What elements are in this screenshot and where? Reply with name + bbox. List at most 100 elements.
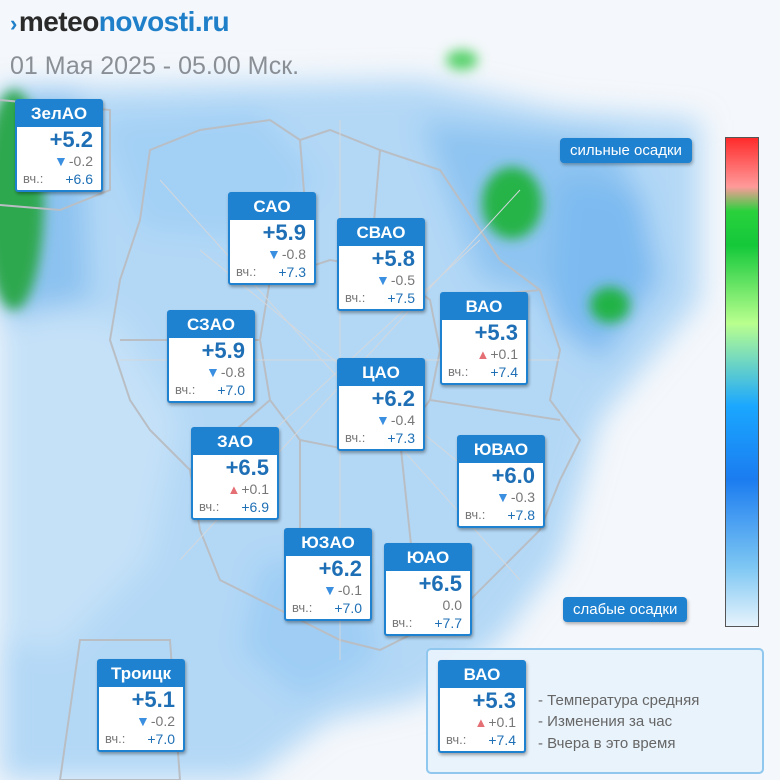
temperature-value: +5.3 — [474, 320, 518, 345]
triangle-down-icon: ▼ — [496, 489, 510, 505]
legend-line-temp: - Температура средняя — [538, 692, 700, 709]
yesterday-label: вч.: — [23, 171, 44, 186]
yesterday-row: вч.: +7.3 — [230, 263, 314, 283]
district-name: ЮАО — [386, 545, 470, 571]
district-name: ЗелАО — [17, 101, 101, 127]
hourly-change: ▼-0.4 — [339, 411, 423, 429]
temperature-value: +6.5 — [225, 455, 269, 480]
hourly-change: ▼-0.8 — [169, 363, 253, 381]
yesterday-label: вч.: — [345, 290, 366, 305]
logo-mark-icon: › — [10, 11, 17, 36]
change-value: -0.4 — [390, 412, 415, 428]
triangle-down-icon: ▼ — [54, 153, 68, 169]
yesterday-value: +7.0 — [334, 600, 362, 616]
district-card: САО +5.9 ▼-0.8 вч.: +7.3 — [228, 192, 316, 285]
district-card: СВАО +5.8 ▼-0.5 вч.: +7.5 — [337, 218, 425, 311]
temperature-value: +5.9 — [201, 338, 245, 363]
temperature-value: +6.2 — [318, 556, 362, 581]
yesterday-row: вч.: +6.9 — [193, 498, 277, 518]
scale-bottom-label: слабые осадки — [563, 597, 688, 622]
temperature-value: +6.2 — [371, 386, 415, 411]
triangle-down-icon: ▼ — [206, 364, 220, 380]
change-value: -0.8 — [220, 364, 245, 380]
district-name: САО — [230, 194, 314, 220]
district-name: ЮЗАО — [286, 530, 370, 556]
district-card: ВАО +5.3 ▲+0.1 вч.: +7.4 — [440, 292, 528, 385]
yesterday-row: вч.: +7.8 — [459, 506, 543, 526]
district-name: ВАО — [440, 662, 524, 688]
district-card: ЮАО +6.5 0.0 вч.: +7.7 — [384, 543, 472, 636]
yesterday-label: вч.: — [105, 731, 126, 746]
yesterday-value: +7.3 — [278, 264, 306, 280]
yesterday-label: вч.: — [236, 264, 257, 279]
triangle-up-icon: ▲ — [476, 347, 490, 362]
hourly-change: ▼-0.2 — [17, 152, 101, 170]
change-value: -0.5 — [390, 272, 415, 288]
yesterday-value: +7.8 — [507, 507, 535, 523]
yesterday-value: +7.7 — [434, 615, 462, 631]
temperature-value: +5.3 — [472, 688, 516, 713]
district-card: СЗАО +5.9 ▼-0.8 вч.: +7.0 — [167, 310, 255, 403]
datetime-subtitle: 01 Мая 2025 - 05.00 Мск. — [10, 52, 300, 80]
change-value: -0.3 — [510, 489, 535, 505]
legend-line-yesterday: - Вчера в это время — [538, 735, 676, 752]
yesterday-label: вч.: — [448, 364, 469, 379]
temperature-value: +6.0 — [491, 463, 535, 488]
yesterday-row: вч.: +7.4 — [442, 363, 526, 383]
yesterday-row: вч.: +7.0 — [169, 381, 253, 401]
yesterday-label: вч.: — [292, 600, 313, 615]
hourly-change: ▲+0.1 — [193, 480, 277, 498]
yesterday-value: +7.3 — [387, 430, 415, 446]
hourly-change: ▼-0.5 — [339, 271, 423, 289]
yesterday-row: вч.: +7.4 — [440, 731, 524, 751]
district-name: Троицк — [99, 661, 183, 687]
district-name: ЮВАО — [459, 437, 543, 463]
hourly-change: ▼-0.8 — [230, 245, 314, 263]
yesterday-row: вч.: +7.0 — [286, 599, 370, 619]
district-card: ЦАО +6.2 ▼-0.4 вч.: +7.3 — [337, 358, 425, 451]
triangle-down-icon: ▼ — [376, 272, 390, 288]
change-value: +0.1 — [488, 714, 516, 730]
change-value: +0.1 — [490, 346, 518, 362]
district-card: ЗелАО +5.2 ▼-0.2 вч.: +6.6 — [15, 99, 103, 192]
yesterday-row: вч.: +7.7 — [386, 614, 470, 634]
district-name: ЦАО — [339, 360, 423, 386]
legend-line-change: - Изменения за час — [538, 713, 673, 730]
district-card: ЮЗАО +6.2 ▼-0.1 вч.: +7.0 — [284, 528, 372, 621]
hourly-change: ▼-0.1 — [286, 581, 370, 599]
temperature-value: +5.1 — [131, 687, 175, 712]
logo-prefix: meteo — [18, 6, 99, 37]
yesterday-label: вч.: — [199, 499, 220, 514]
yesterday-value: +7.0 — [147, 731, 175, 747]
legend-sample-card: ВАО +5.3 ▲+0.1 вч.: +7.4 — [438, 660, 526, 753]
triangle-down-icon: ▼ — [376, 412, 390, 428]
hourly-change: ▼-0.3 — [459, 488, 543, 506]
yesterday-label: вч.: — [465, 507, 486, 522]
change-value: -0.8 — [281, 246, 306, 262]
triangle-down-icon: ▼ — [323, 582, 337, 598]
temperature-value: +5.2 — [49, 127, 93, 152]
scale-top-label: сильные осадки — [560, 138, 692, 163]
district-card: Троицк +5.1 ▼-0.2 вч.: +7.0 — [97, 659, 185, 752]
yesterday-value: +7.4 — [490, 364, 518, 380]
hourly-change: ▲+0.1 — [442, 345, 526, 363]
yesterday-value: +7.5 — [387, 290, 415, 306]
yesterday-value: +7.4 — [488, 732, 516, 748]
yesterday-row: вч.: +7.0 — [99, 730, 183, 750]
change-value: +0.1 — [241, 481, 269, 497]
yesterday-value: +6.9 — [241, 499, 269, 515]
hourly-change: 0.0 — [386, 596, 470, 614]
district-card: ЮВАО +6.0 ▼-0.3 вч.: +7.8 — [457, 435, 545, 528]
yesterday-label: вч.: — [446, 732, 467, 747]
logo-suffix: novosti.ru — [98, 6, 230, 37]
change-value: 0.0 — [442, 597, 462, 613]
change-value: -0.1 — [337, 582, 362, 598]
district-card: ЗАО +6.5 ▲+0.1 вч.: +6.9 — [191, 427, 279, 520]
yesterday-row: вч.: +7.3 — [339, 429, 423, 449]
hourly-change: ▲+0.1 — [440, 713, 524, 731]
yesterday-label: вч.: — [392, 615, 413, 630]
triangle-up-icon: ▲ — [474, 715, 488, 730]
yesterday-value: +6.6 — [65, 171, 93, 187]
triangle-down-icon: ▼ — [267, 246, 281, 262]
temperature-value: +6.5 — [418, 571, 462, 596]
